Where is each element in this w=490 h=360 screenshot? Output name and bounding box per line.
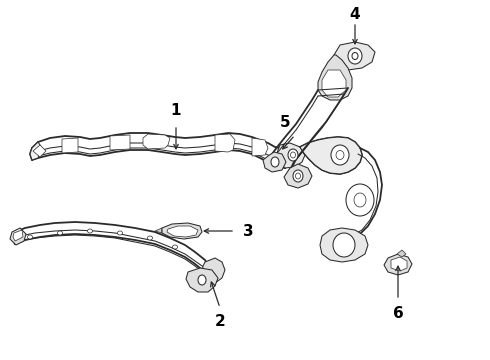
Ellipse shape bbox=[348, 48, 362, 64]
Polygon shape bbox=[263, 152, 286, 172]
Ellipse shape bbox=[352, 53, 358, 59]
Ellipse shape bbox=[295, 173, 300, 179]
Polygon shape bbox=[155, 228, 162, 233]
Ellipse shape bbox=[88, 229, 93, 233]
Polygon shape bbox=[62, 138, 78, 153]
Polygon shape bbox=[284, 164, 312, 188]
Ellipse shape bbox=[271, 157, 279, 167]
Polygon shape bbox=[30, 142, 42, 160]
Polygon shape bbox=[162, 223, 202, 239]
Ellipse shape bbox=[288, 149, 298, 161]
Polygon shape bbox=[13, 230, 23, 241]
Ellipse shape bbox=[27, 235, 32, 239]
Polygon shape bbox=[10, 228, 26, 245]
Ellipse shape bbox=[172, 245, 177, 249]
Ellipse shape bbox=[293, 170, 303, 182]
Text: 6: 6 bbox=[392, 306, 403, 321]
Ellipse shape bbox=[198, 275, 206, 285]
Polygon shape bbox=[397, 250, 406, 257]
Text: 5: 5 bbox=[280, 114, 290, 130]
Ellipse shape bbox=[346, 184, 374, 216]
Polygon shape bbox=[186, 268, 218, 292]
Polygon shape bbox=[252, 138, 268, 156]
Polygon shape bbox=[33, 145, 46, 157]
Polygon shape bbox=[384, 254, 412, 275]
Text: 1: 1 bbox=[171, 103, 181, 117]
Ellipse shape bbox=[291, 152, 295, 158]
Polygon shape bbox=[143, 134, 170, 149]
Ellipse shape bbox=[336, 150, 344, 159]
Text: 2: 2 bbox=[215, 315, 225, 329]
Polygon shape bbox=[215, 134, 235, 152]
Polygon shape bbox=[167, 226, 198, 237]
Polygon shape bbox=[300, 137, 362, 174]
Ellipse shape bbox=[118, 231, 122, 235]
Polygon shape bbox=[276, 143, 305, 168]
Polygon shape bbox=[202, 258, 225, 283]
Text: 3: 3 bbox=[243, 224, 253, 239]
Ellipse shape bbox=[331, 145, 349, 165]
Polygon shape bbox=[334, 42, 375, 70]
Polygon shape bbox=[322, 70, 346, 97]
Ellipse shape bbox=[57, 231, 63, 235]
Polygon shape bbox=[391, 257, 407, 271]
Text: 4: 4 bbox=[350, 6, 360, 22]
Polygon shape bbox=[318, 55, 352, 100]
Polygon shape bbox=[320, 228, 368, 262]
Polygon shape bbox=[110, 135, 130, 150]
Ellipse shape bbox=[333, 233, 355, 257]
Ellipse shape bbox=[147, 236, 152, 240]
Ellipse shape bbox=[354, 193, 366, 207]
